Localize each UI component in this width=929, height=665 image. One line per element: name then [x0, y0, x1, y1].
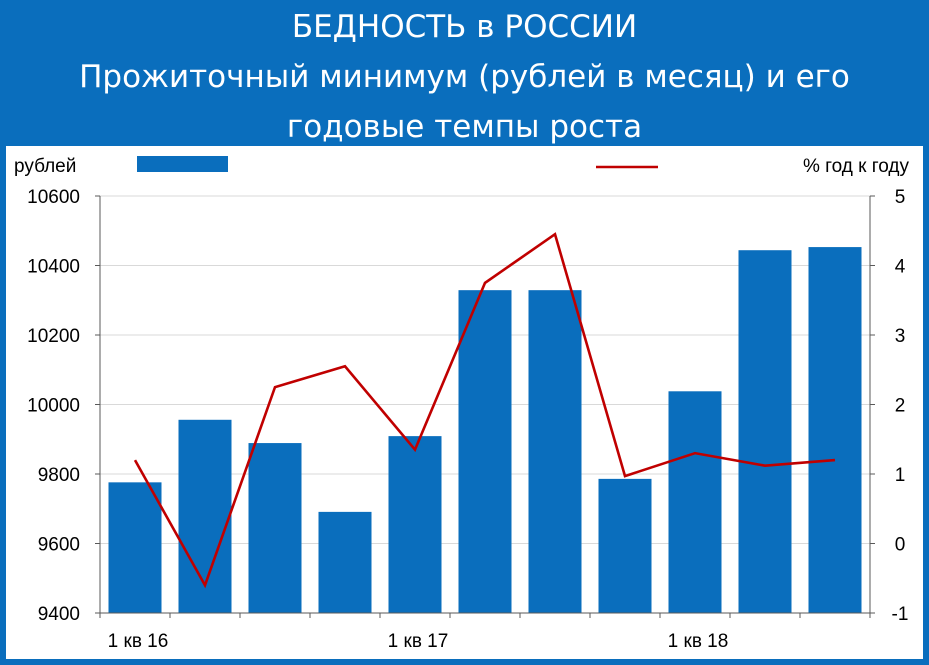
bar [318, 511, 372, 613]
bar [808, 247, 862, 613]
right-tick-label: 0 [895, 535, 906, 556]
bar [388, 436, 442, 613]
bar [108, 482, 162, 613]
bar [598, 478, 652, 613]
left-tick-label: 9600 [38, 535, 80, 556]
bar [458, 290, 512, 613]
legend: рублей % год к году [14, 156, 909, 177]
header: БЕДНОСТЬ в РОССИИ Прожиточный минимум (р… [0, 0, 929, 146]
left-tick-label: 10600 [27, 187, 80, 208]
bar-series [108, 247, 862, 613]
right-tick-label: 2 [895, 396, 906, 417]
left-tick-label: 9400 [38, 604, 80, 625]
chart-panel: 9400 9600 9800 10000 10200 10400 10600 -1 0 1 2 3 4 5… [6, 146, 923, 659]
combo-chart: 9400 9600 9800 10000 10200 10400 10600 -1 0 1 2 3 4 5… [14, 156, 909, 652]
title-line-2: Прожиточный минимум (рублей в месяц) и е… [79, 59, 850, 95]
bar [528, 290, 582, 613]
left-tick-label: 10000 [27, 396, 80, 417]
right-tick-label: 5 [895, 187, 906, 208]
legend-bar-swatch [137, 156, 228, 172]
left-tick-label: 10400 [27, 257, 80, 278]
title-line-1: БЕДНОСТЬ в РОССИИ [291, 9, 638, 45]
line-series [133, 232, 836, 589]
x-tick-label: 1 кв 18 [668, 631, 729, 652]
right-axis-label: % год к году [803, 156, 910, 177]
bar [738, 250, 792, 613]
left-tick-label: 9800 [38, 465, 80, 486]
title-line-3: годовые темпы роста [286, 109, 643, 145]
left-axis-label: рублей [14, 156, 76, 177]
right-tick-label: 4 [895, 257, 906, 278]
bar [178, 419, 232, 613]
right-tick-label: -1 [892, 604, 909, 625]
bar [668, 391, 722, 613]
x-tick-label: 1 кв 17 [388, 631, 449, 652]
bar [248, 443, 302, 613]
axes [95, 195, 875, 618]
x-tick-label: 1 кв 16 [108, 631, 169, 652]
right-tick-label: 3 [895, 326, 906, 347]
axis-labels: 9400 9600 9800 10000 10200 10400 10600 -1 0 1 2 3 4 5… [27, 187, 908, 652]
left-tick-label: 10200 [27, 326, 80, 347]
right-tick-label: 1 [895, 465, 906, 486]
